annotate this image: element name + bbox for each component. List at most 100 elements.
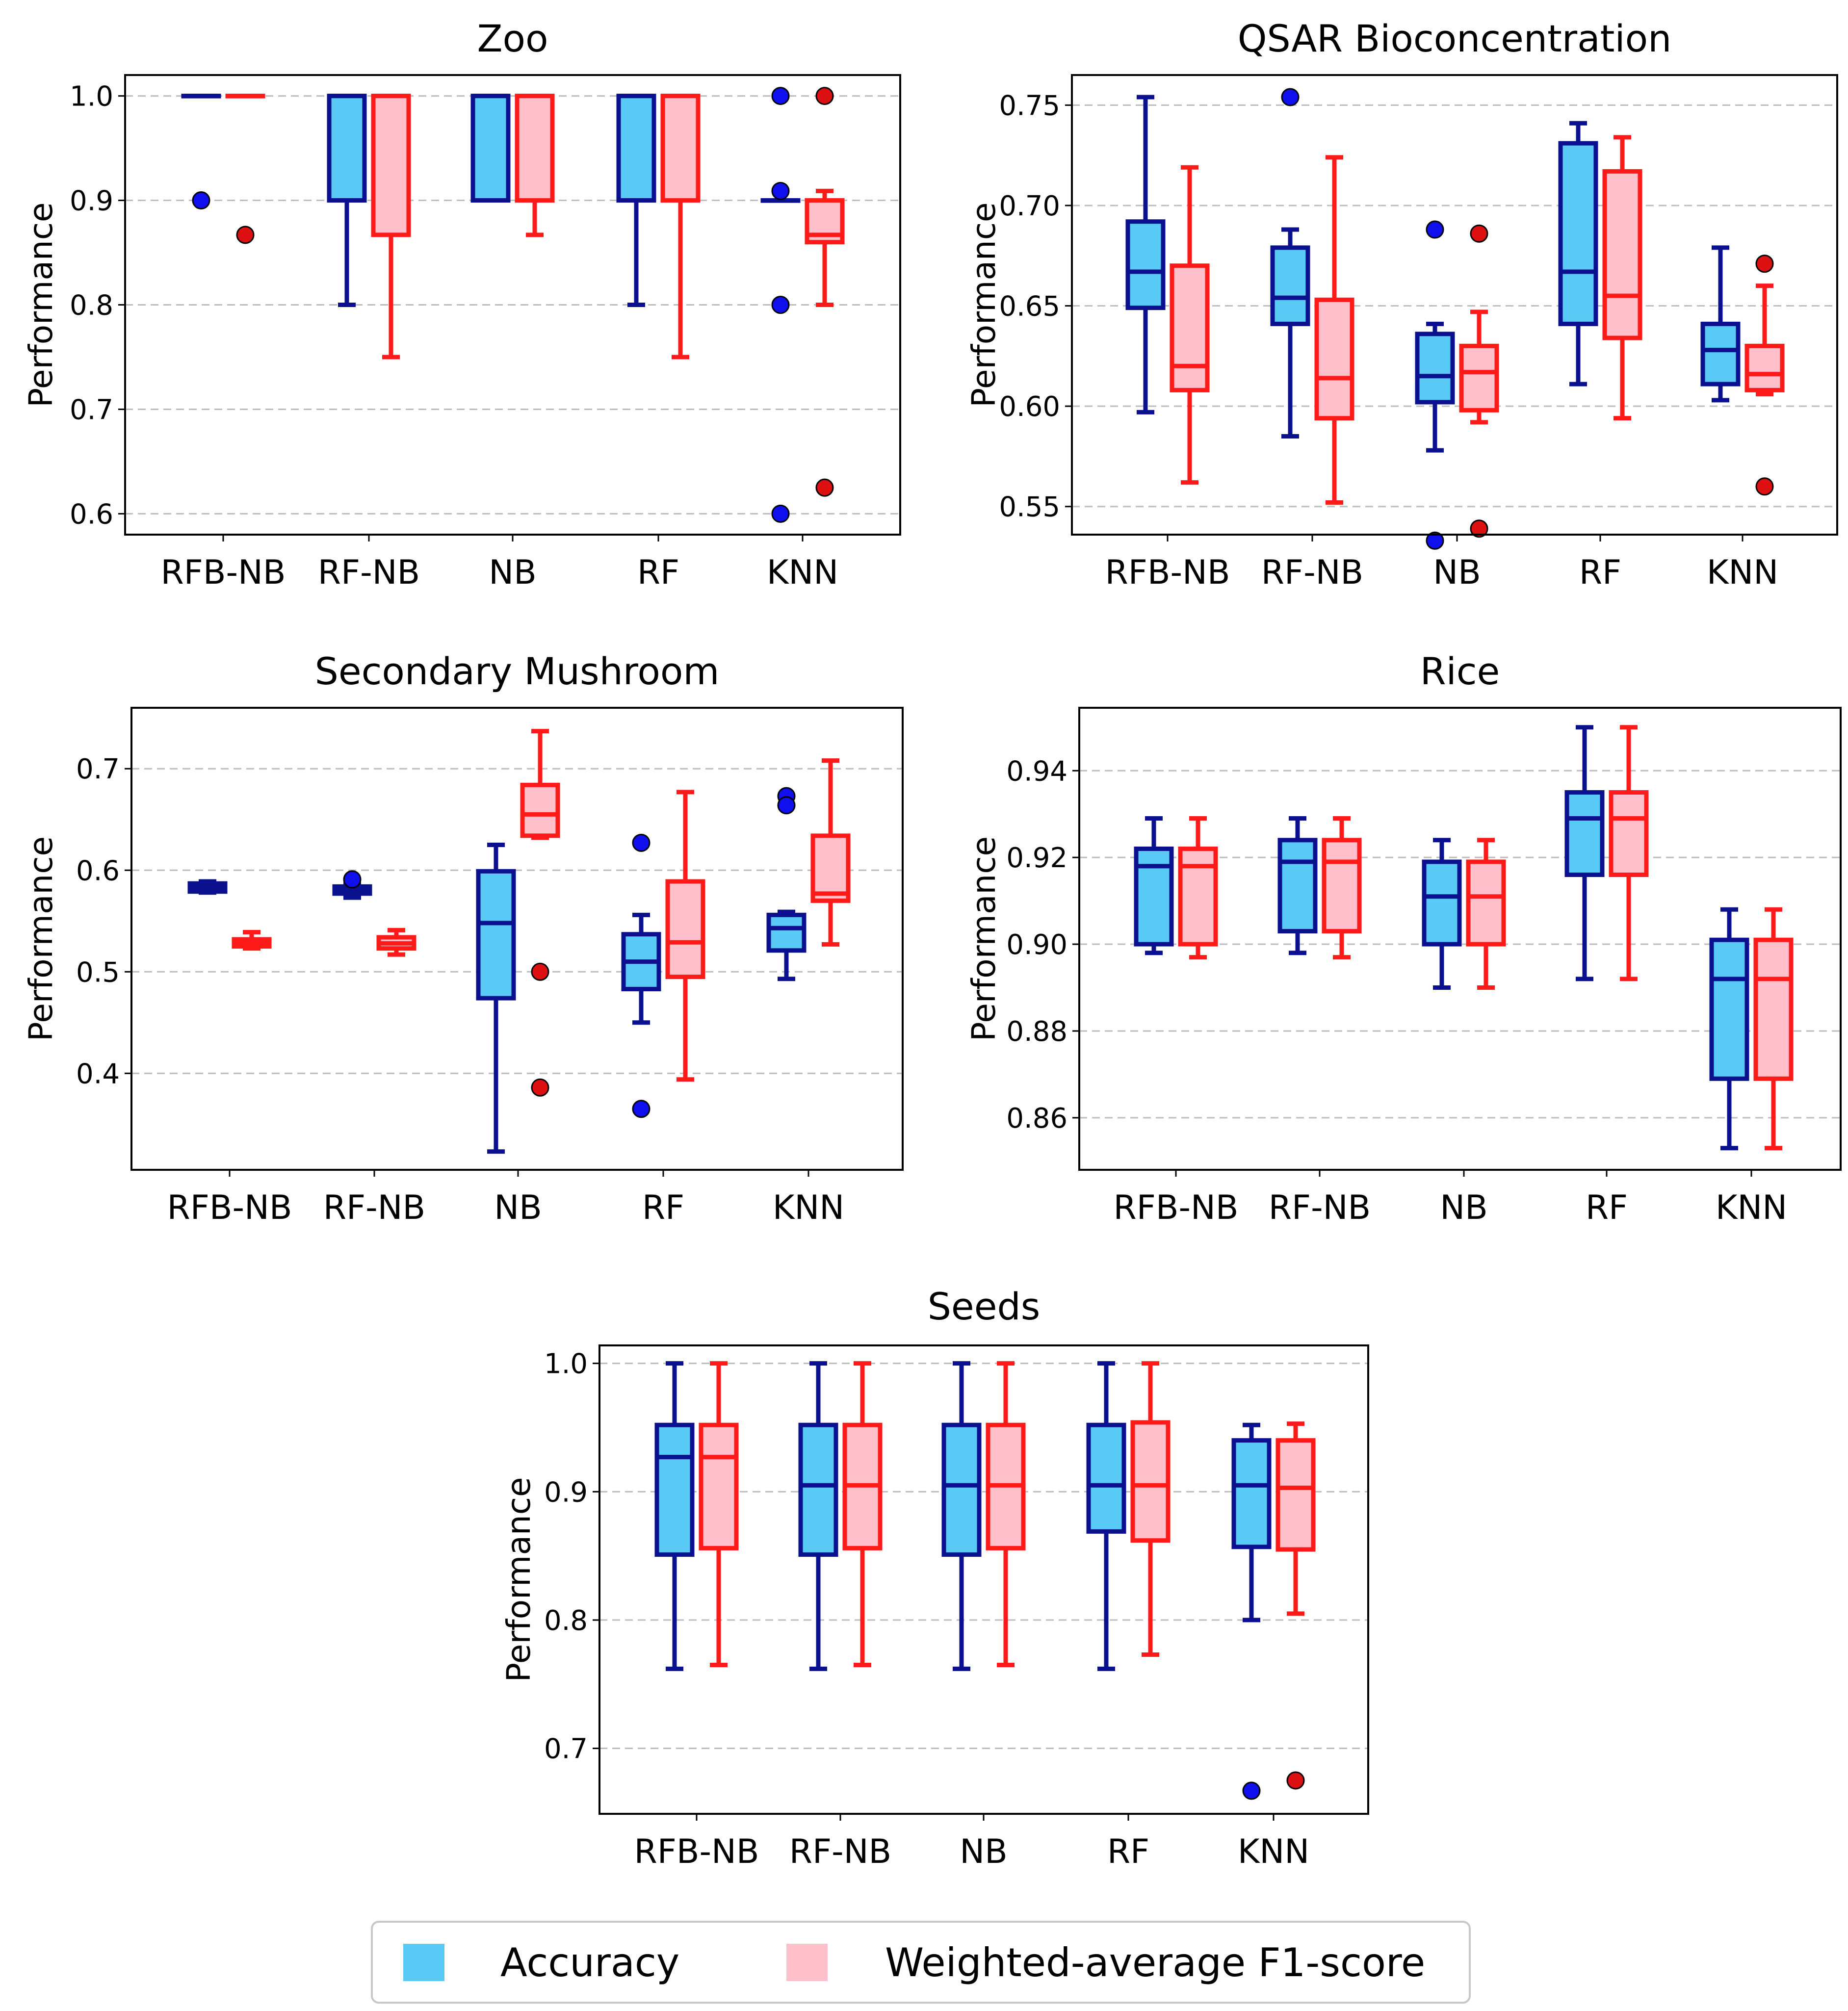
chart-rice-rfb-nb-f1-iqr-box bbox=[1178, 846, 1218, 947]
chart-rice-rfb-nb-f1-box bbox=[1178, 816, 1218, 960]
chart-secondary-mushroom-knn-accuracy-outlier bbox=[777, 796, 796, 815]
chart-secondary-mushroom-knn-accuracy-box bbox=[766, 787, 807, 981]
chart-qsar-bioconcentration-knn-f1-outlier bbox=[1755, 255, 1774, 273]
chart-zoo-xtick-label-rfb-nb: RFB-NB bbox=[160, 553, 286, 592]
chart-qsar-bioconcentration-xtick-label-knn: KNN bbox=[1707, 553, 1778, 592]
chart-secondary-mushroom-xtick-label-rf: RF bbox=[642, 1188, 684, 1227]
chart-secondary-mushroom-xtick-label-nb: NB bbox=[494, 1188, 542, 1227]
chart-qsar-bioconcentration-nb-f1-outlier bbox=[1470, 519, 1488, 538]
chart-rice-rf-f1-iqr-box bbox=[1609, 790, 1649, 877]
chart-qsar-bioconcentration: QSAR Bioconcentration Performance 0.55 0.60… bbox=[965, 17, 1838, 592]
chart-qsar-bioconcentration-nb-accuracy-outlier bbox=[1426, 220, 1444, 239]
chart-qsar-bioconcentration-rf-accuracy-box bbox=[1558, 121, 1598, 387]
chart-qsar-bioconcentration-knn-accuracy-iqr-box bbox=[1700, 321, 1741, 387]
chart-secondary-mushroom-rf-accuracy-outlier bbox=[632, 1100, 651, 1118]
chart-secondary-mushroom-nb-accuracy-box bbox=[476, 842, 516, 1154]
chart-zoo-rf-accuracy-iqr-box bbox=[616, 94, 656, 203]
chart-secondary-mushroom-xtick-label-knn: KNN bbox=[773, 1188, 844, 1227]
chart-seeds-rf-nb-accuracy-iqr-box bbox=[798, 1422, 838, 1557]
chart-zoo-nb-accuracy-box bbox=[470, 94, 511, 203]
chart-seeds-rf-accuracy-box bbox=[1086, 1361, 1126, 1671]
chart-secondary-mushroom-knn-f1-iqr-box bbox=[810, 833, 851, 903]
chart-secondary-mushroom-xtick-label-rf-nb: RF-NB bbox=[323, 1188, 425, 1227]
chart-zoo-rf-nb-f1-box bbox=[371, 94, 411, 360]
chart-secondary-mushroom: Secondary Mushroom Performance 0.4 0.5 0.6 0.… bbox=[22, 649, 904, 1227]
chart-seeds-axes-frame bbox=[599, 1344, 1369, 1815]
chart-zoo-ytick-label: 1.0 bbox=[70, 81, 113, 113]
legend-swatch-f1 bbox=[786, 1944, 828, 1981]
chart-qsar-bioconcentration-nb-accuracy-outlier bbox=[1426, 531, 1444, 550]
chart-zoo-xtick-label-knn: KNN bbox=[767, 553, 838, 592]
chart-qsar-bioconcentration-knn-f1-iqr-box bbox=[1744, 343, 1785, 392]
chart-zoo-knn-f1-outlier bbox=[815, 478, 834, 497]
chart-qsar-bioconcentration-ylabel: Performance bbox=[965, 202, 1003, 407]
chart-zoo-knn-f1-outlier bbox=[815, 87, 834, 105]
chart-rice-rf-nb-f1-box bbox=[1322, 816, 1362, 960]
chart-secondary-mushroom-title: Secondary Mushroom bbox=[315, 649, 720, 693]
chart-qsar-bioconcentration-rf-nb-accuracy-iqr-box bbox=[1270, 245, 1310, 326]
chart-zoo-knn-accuracy-box bbox=[760, 87, 801, 523]
chart-qsar-bioconcentration-rf-f1-box bbox=[1602, 135, 1642, 421]
chart-seeds: Seeds Performance 0.7 0.8 0.9 1.0 RFB-NB RF-NB N… bbox=[500, 1285, 1369, 1871]
chart-qsar-bioconcentration-nb-f1-iqr-box bbox=[1459, 343, 1499, 413]
chart-secondary-mushroom-rf-nb-accuracy-box bbox=[332, 870, 372, 900]
chart-zoo-knn-accuracy-outlier bbox=[771, 504, 790, 523]
chart-qsar-bioconcentration-knn-accuracy-box bbox=[1700, 245, 1741, 403]
chart-rice-xtick-label-rf: RF bbox=[1586, 1188, 1628, 1227]
chart-rice-ytick-label: 0.92 bbox=[1006, 842, 1067, 874]
chart-zoo-rf-nb-accuracy-iqr-box bbox=[327, 94, 367, 203]
chart-secondary-mushroom-nb-f1-outlier bbox=[531, 962, 549, 981]
chart-rice: Rice Performance 0.86 0.88 0.90 0.92 0.94 RFB-N… bbox=[965, 649, 1842, 1227]
chart-rice-rfb-nb-accuracy-iqr-box bbox=[1134, 846, 1174, 947]
chart-rice-rf-accuracy-iqr-box bbox=[1564, 790, 1605, 877]
chart-seeds-knn-f1-box bbox=[1275, 1421, 1316, 1790]
chart-rice-rf-nb-f1-iqr-box bbox=[1322, 838, 1362, 934]
chart-rice-xtick-label-rf-nb: RF-NB bbox=[1269, 1188, 1371, 1227]
chart-qsar-bioconcentration-nb-accuracy-box bbox=[1415, 220, 1455, 550]
chart-rice-rf-nb-accuracy-box bbox=[1277, 816, 1318, 955]
chart-seeds-rfb-nb-accuracy-iqr-box bbox=[654, 1422, 695, 1557]
legend-label-f1: Weighted-average F1-score bbox=[885, 1940, 1425, 1985]
chart-rice-xtick-label-rfb-nb: RFB-NB bbox=[1113, 1188, 1238, 1227]
chart-qsar-bioconcentration-rf-accuracy-iqr-box bbox=[1558, 141, 1598, 326]
chart-zoo-knn-accuracy-outlier bbox=[771, 87, 790, 105]
chart-zoo-nb-f1-iqr-box bbox=[515, 94, 555, 203]
chart-zoo-rfb-nb-f1-outlier bbox=[236, 226, 255, 244]
chart-seeds-knn-accuracy-outlier bbox=[1242, 1781, 1261, 1800]
chart-rice-ytick-label: 0.88 bbox=[1006, 1016, 1067, 1048]
chart-qsar-bioconcentration-rf-nb-accuracy-outlier bbox=[1281, 88, 1300, 106]
chart-seeds-rfb-nb-f1-iqr-box bbox=[699, 1422, 739, 1550]
chart-qsar-bioconcentration-rfb-nb-f1-iqr-box bbox=[1170, 263, 1210, 392]
chart-zoo-rf-nb-f1-iqr-box bbox=[371, 94, 411, 237]
chart-zoo-rfb-nb-accuracy-box bbox=[181, 94, 221, 210]
chart-secondary-mushroom-axes-frame bbox=[130, 707, 904, 1171]
chart-zoo-title: Zoo bbox=[477, 17, 548, 60]
chart-qsar-bioconcentration-ytick-label: 0.65 bbox=[999, 291, 1060, 323]
chart-qsar-bioconcentration-ytick-label: 0.60 bbox=[999, 391, 1060, 423]
chart-secondary-mushroom-rf-f1-iqr-box bbox=[665, 879, 705, 980]
chart-qsar-bioconcentration-knn-f1-outlier bbox=[1755, 477, 1774, 496]
chart-zoo-ytick-label: 0.7 bbox=[70, 394, 113, 426]
chart-qsar-bioconcentration-xtick-label-rfb-nb: RFB-NB bbox=[1105, 553, 1230, 592]
chart-seeds-xtick-label-rfb-nb: RFB-NB bbox=[634, 1832, 759, 1871]
legend: Accuracy Weighted-average F1-score bbox=[371, 1921, 1471, 2004]
chart-zoo-nb-f1-box bbox=[515, 94, 555, 237]
chart-qsar-bioconcentration-rf-nb-f1-iqr-box bbox=[1314, 297, 1354, 421]
chart-rice-rfb-nb-accuracy-box bbox=[1134, 816, 1174, 955]
chart-zoo-ytick-label: 0.9 bbox=[70, 185, 113, 217]
chart-rice-nb-accuracy-iqr-box bbox=[1422, 859, 1462, 947]
chart-seeds-ytick-label: 0.8 bbox=[544, 1605, 588, 1637]
chart-secondary-mushroom-ytick-label: 0.6 bbox=[76, 855, 120, 887]
chart-secondary-mushroom-rfb-nb-accuracy-box bbox=[187, 879, 228, 895]
chart-seeds-ytick-label: 1.0 bbox=[544, 1348, 588, 1380]
chart-rice-ytick-label: 0.90 bbox=[1006, 929, 1067, 961]
chart-seeds-xtick-label-rf: RF bbox=[1107, 1832, 1149, 1871]
chart-seeds-rf-nb-accuracy-box bbox=[798, 1361, 838, 1671]
chart-rice-xtick-label-knn: KNN bbox=[1716, 1188, 1787, 1227]
chart-seeds-rf-f1-box bbox=[1130, 1361, 1171, 1657]
chart-rice-rf-nb-accuracy-iqr-box bbox=[1277, 838, 1318, 934]
chart-seeds-rfb-nb-f1-box bbox=[699, 1361, 739, 1667]
chart-qsar-bioconcentration-knn-f1-box bbox=[1744, 255, 1785, 496]
chart-zoo-xtick-label-nb: NB bbox=[489, 553, 537, 592]
